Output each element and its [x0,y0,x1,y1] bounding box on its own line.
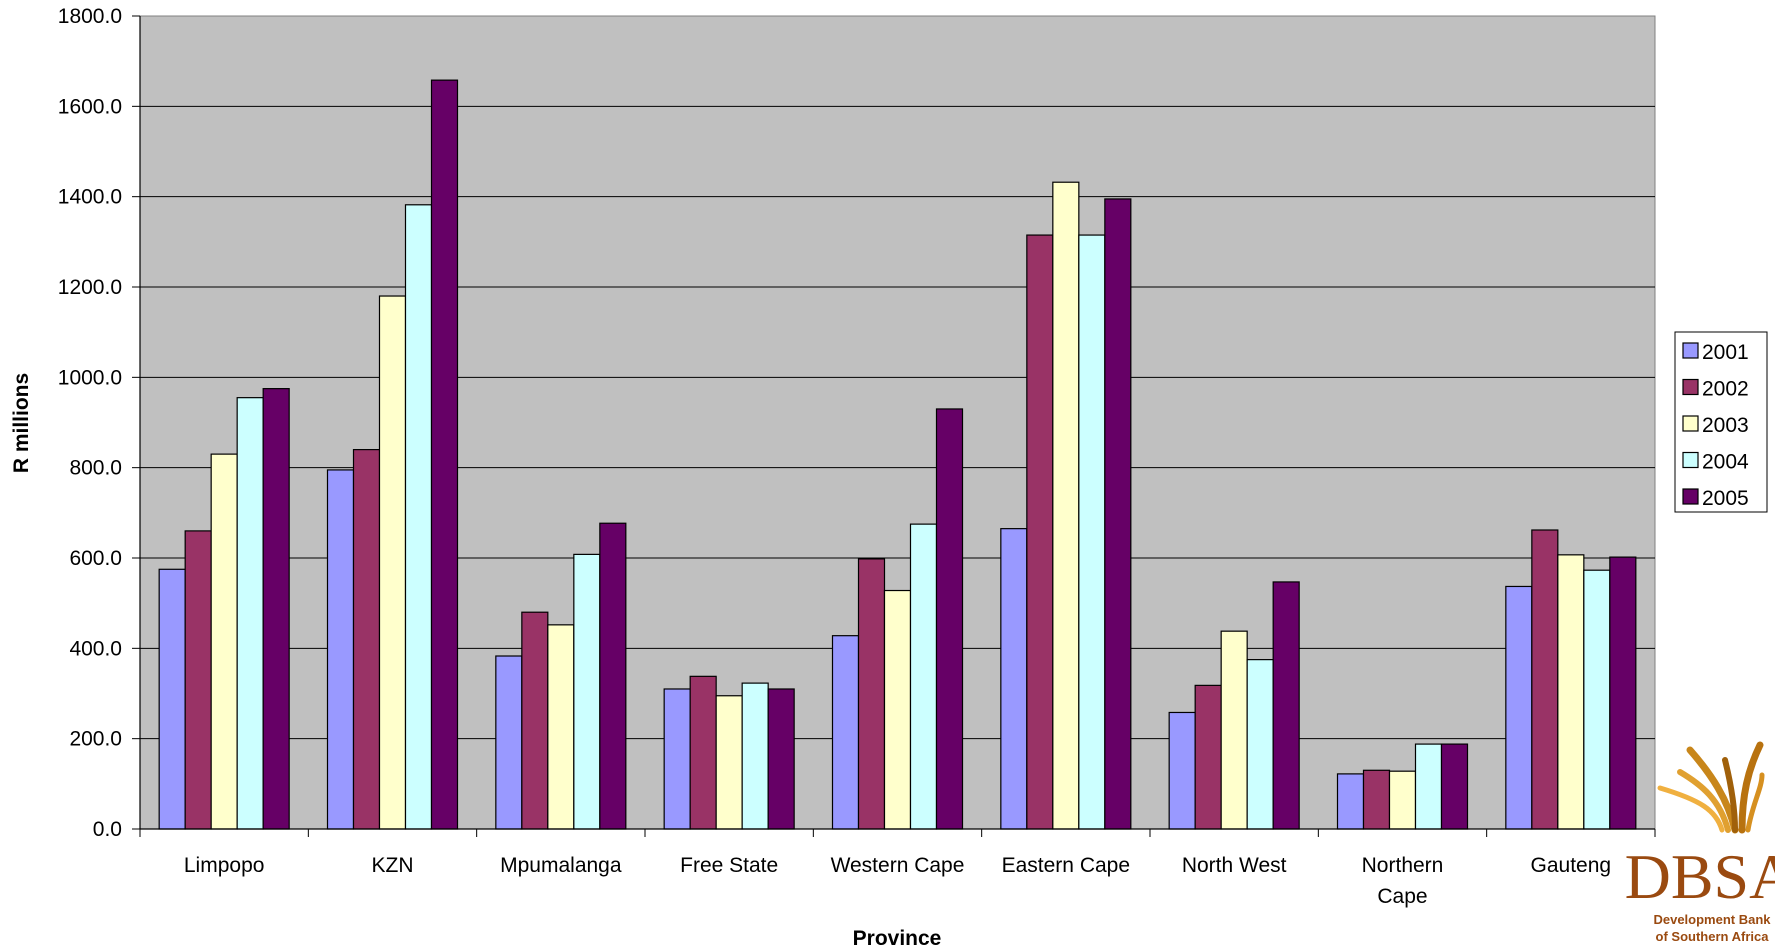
bar-2005-mpumalanga [599,522,627,830]
bar-2002-north-west [1194,684,1222,830]
bar-2003-free-state [715,695,743,830]
legend-swatch-2001 [1682,342,1699,359]
y-tick-labels: 0.0 200.0 400.0 600.0 800.0 1000.0 1200.0 1400.… [58,5,122,841]
legend-label-2002: 2002 [1702,378,1749,401]
bar-2004-free-state [741,682,769,830]
bar-2002-western-cape [857,558,886,830]
x-tick-label: KZN [372,854,414,877]
bar-2004-northern-cape [1414,743,1443,830]
bar-2005-northern-cape [1440,743,1469,830]
bar-2003-western-cape [883,589,912,830]
x-axis-title: Province [853,927,942,950]
y-tick-label: 0.0 [93,818,122,841]
bar-2005-gauteng [1609,556,1637,830]
x-tick-label: Eastern Cape [1002,854,1130,877]
bar-2005-free-state [767,688,795,830]
legend-label-2004: 2004 [1702,451,1749,474]
bar-2003-eastern-cape [1052,181,1080,830]
bar-2004-gauteng [1583,569,1611,830]
y-tick-label: 1600.0 [58,95,122,118]
bar-2003-northern-cape [1388,770,1417,830]
y-tick-label: 200.0 [69,728,122,751]
bar-2003-mpumalanga [547,624,575,830]
legend-label-2005: 2005 [1702,487,1749,510]
bar-2001-eastern-cape [1000,528,1028,830]
bar-2005-limpopo [262,388,290,830]
bar-2001-north-west [1168,711,1196,830]
bar-2001-western-cape [831,635,860,830]
legend-swatch-2004 [1682,451,1699,469]
legend-swatch-2005 [1682,488,1699,505]
bar-2004-mpumalanga [573,553,601,830]
legend-swatch-2003 [1682,415,1699,432]
bar-2003-kzn [378,295,407,830]
x-tick-labels: Limpopo KZN Mpumalanga Free State Western Ca… [184,854,1611,908]
bar-2003-gauteng [1557,554,1585,830]
bar-2004-north-west [1246,659,1274,830]
bar-2001-free-state [663,688,691,830]
y-tick-label: 1800.0 [58,5,122,28]
x-tick-label: Gauteng [1531,854,1612,877]
x-tick-label: Free State [680,854,778,877]
dbsa-logo-icon [1657,741,1765,834]
x-tick-label: North West [1182,854,1287,877]
legend-label-2003: 2003 [1702,414,1749,437]
bar-2004-western-cape [909,523,938,830]
y-axis-title: R millions [10,373,33,473]
legend: 2001 2002 2003 2004 2005 [1674,331,1768,513]
logo-wordmark: DBSA [1625,841,1775,912]
bar-2004-eastern-cape [1078,234,1106,830]
y-tick-label: 600.0 [69,547,122,570]
y-tick-label: 400.0 [69,637,122,660]
bar-2001-mpumalanga [495,655,523,830]
x-tick-label: Limpopo [184,854,265,877]
axes [132,15,1656,837]
bar-2002-eastern-cape [1026,234,1054,830]
x-tick-label: Mpumalanga [500,854,622,877]
bar-2003-limpopo [210,453,238,830]
bar-2002-limpopo [184,530,212,830]
logo-subtitle-line1: Development Bank [1653,912,1771,927]
bar-2005-eastern-cape [1104,198,1132,830]
bar-2003-north-west [1220,630,1248,830]
bar-2005-western-cape [935,408,964,830]
legend-swatch-2002 [1682,378,1699,396]
bar-2002-mpumalanga [521,611,549,830]
y-tick-label: 1200.0 [58,276,122,299]
bar-2002-kzn [352,449,381,830]
bar-2002-northern-cape [1362,769,1391,830]
x-tick-label: Western Cape [831,854,965,877]
y-tick-label: 800.0 [69,457,122,480]
bar-2004-limpopo [236,397,264,830]
x-tick-label: Northern Cape [1362,854,1444,908]
bar-2001-gauteng [1505,585,1533,830]
bar-2005-kzn [430,79,459,830]
dbsa-logo: DBSA Development Bank of Southern Africa [1625,741,1775,944]
bar-2005-north-west [1272,581,1300,830]
bar-2004-kzn [404,204,433,830]
y-tick-label: 1000.0 [58,366,122,389]
bar-2002-free-state [689,675,717,830]
legend-label-2001: 2001 [1702,341,1749,364]
bar-2001-northern-cape [1336,773,1365,830]
logo-subtitle-line2: of Southern Africa [1656,929,1770,944]
bar-2001-limpopo [158,568,186,830]
y-tick-label: 1400.0 [58,186,122,209]
bar-2002-gauteng [1531,529,1559,830]
bar-2001-kzn [326,469,355,830]
